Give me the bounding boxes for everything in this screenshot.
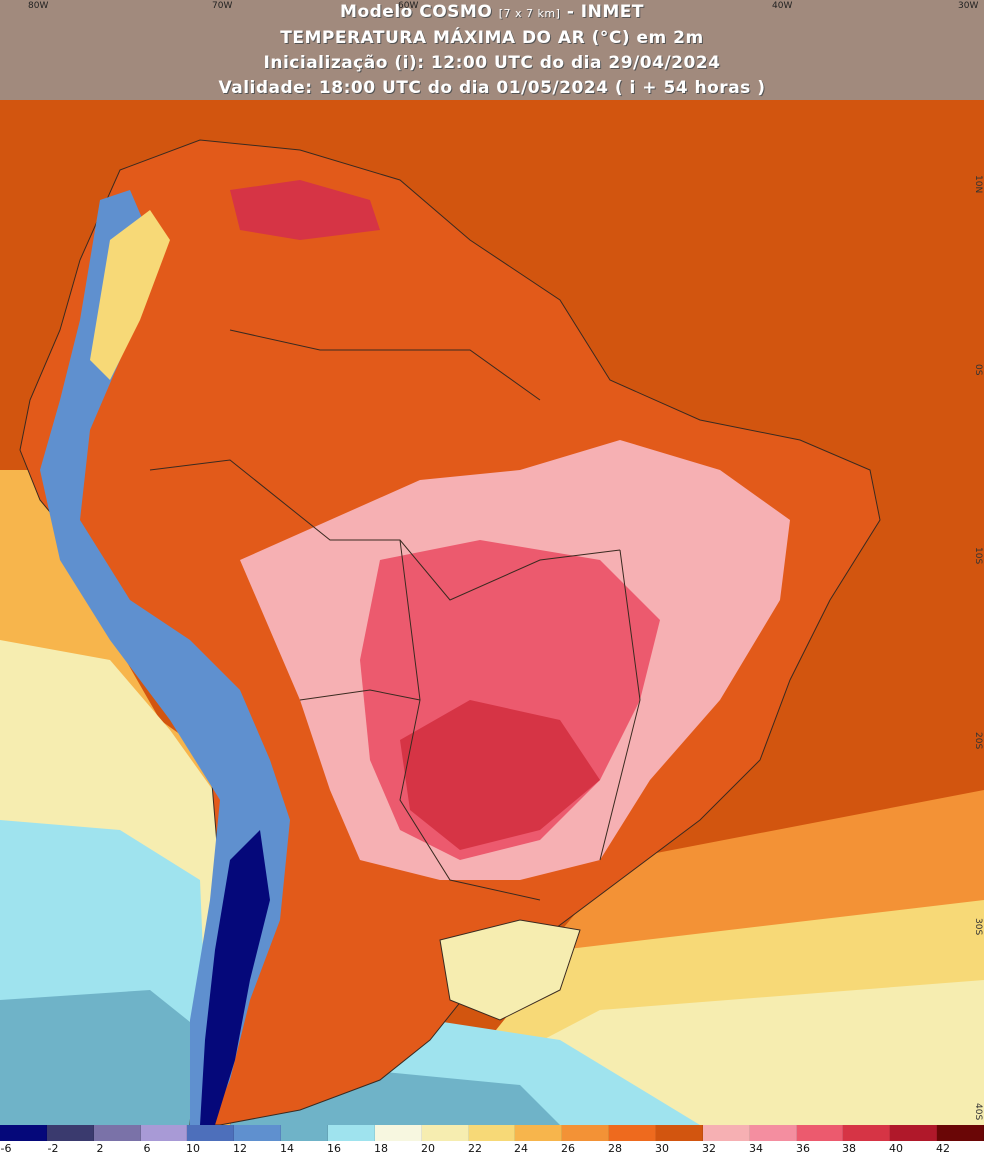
legend-swatch <box>468 1125 516 1141</box>
initialization-text: Inicialização (i): 12:00 UTC do dia 29/0… <box>263 53 721 73</box>
lon-label-60w: 60W <box>398 1 419 11</box>
legend-swatch <box>937 1125 984 1141</box>
legend-tick: 30 <box>655 1142 669 1155</box>
map-header: Modelo COSMO [7 x 7 km] - INMET TEMPERAT… <box>0 0 984 100</box>
legend-swatch <box>421 1125 469 1141</box>
lat-label-20s: 20S <box>973 732 983 750</box>
legend-tick: 42 <box>936 1142 950 1155</box>
lon-label-70w: 70W <box>212 1 233 11</box>
legend-swatch <box>515 1125 563 1141</box>
lon-label-40w: 40W <box>772 1 793 11</box>
legend-tick: 34 <box>749 1142 763 1155</box>
legend-tick: 20 <box>421 1142 435 1155</box>
lat-label-40s: 40S <box>973 1103 983 1121</box>
legend-tick: -2 <box>47 1142 59 1155</box>
legend-tick: 22 <box>468 1142 482 1155</box>
legend-tick: 10 <box>186 1142 200 1155</box>
legend-tick: 16 <box>327 1142 341 1155</box>
legend-swatch <box>749 1125 797 1141</box>
lon-label-30w: 30W <box>958 1 979 11</box>
model-title: Modelo COSMO [7 x 7 km] - INMET <box>0 0 984 26</box>
legend-swatch <box>140 1125 188 1141</box>
legend-swatch <box>328 1125 375 1141</box>
validity-text: Validade: 18:00 UTC do dia 01/05/2024 ( … <box>218 78 766 98</box>
legend-tick: 32 <box>702 1142 716 1155</box>
legend-tick: 12 <box>233 1142 247 1155</box>
legend-tick: 26 <box>561 1142 575 1155</box>
model-name: Modelo COSMO <box>340 2 493 22</box>
legend-swatch <box>281 1125 329 1141</box>
model-org: - INMET <box>566 2 644 22</box>
legend-swatch <box>187 1125 235 1141</box>
legend-tick: 36 <box>796 1142 810 1155</box>
uruguay-cool-area <box>439 919 581 1021</box>
colombia-andes-yellow <box>90 210 170 380</box>
andes-coldest-strip <box>200 830 270 1125</box>
model-resolution: [7 x 7 km] <box>498 7 561 20</box>
legend-tick-labels: -6 -2 2 6 10 12 14 16 18 20 22 24 26 28 30 32 34 36 38 40 42 <box>0 1142 984 1157</box>
color-legend: -6 -2 2 6 10 12 14 16 18 20 22 24 26 28 30 32 34 36 38 40 42 <box>0 1125 984 1157</box>
legend-tick: 40 <box>889 1142 903 1155</box>
legend-color-bar <box>0 1125 984 1141</box>
lat-label-10n: 10N <box>973 175 983 194</box>
lat-label-30s: 30S <box>973 918 983 936</box>
variable-title: TEMPERATURA MÁXIMA DO AR (°C) em 2m <box>280 28 704 48</box>
legend-swatch <box>609 1125 657 1141</box>
legend-swatch <box>374 1125 422 1141</box>
legend-swatch <box>890 1125 938 1141</box>
legend-tick: -6 <box>0 1142 12 1155</box>
country-borders <box>149 329 641 901</box>
hot-zone-38 <box>400 700 600 850</box>
legend-tick: 38 <box>842 1142 856 1155</box>
lat-label-10s: 10S <box>973 547 983 565</box>
legend-tick: 18 <box>374 1142 388 1155</box>
legend-swatch <box>843 1125 891 1141</box>
legend-swatch <box>0 1125 47 1141</box>
lon-label-80w: 80W <box>28 1 49 11</box>
venezuela-hot-zone <box>230 180 380 240</box>
legend-swatch <box>702 1125 750 1141</box>
legend-swatch <box>234 1125 282 1141</box>
legend-tick: 24 <box>514 1142 528 1155</box>
legend-tick: 2 <box>96 1142 104 1155</box>
temperature-map <box>0 139 984 1125</box>
legend-swatch <box>656 1125 703 1141</box>
legend-swatch <box>93 1125 141 1141</box>
legend-swatch <box>562 1125 610 1141</box>
legend-tick: 6 <box>143 1142 151 1155</box>
lat-label-0s: 0S <box>973 364 983 376</box>
legend-swatch <box>46 1125 94 1141</box>
legend-swatch <box>796 1125 844 1141</box>
legend-tick: 28 <box>608 1142 622 1155</box>
legend-tick: 14 <box>280 1142 294 1155</box>
pacific-teal-band <box>0 990 200 1125</box>
